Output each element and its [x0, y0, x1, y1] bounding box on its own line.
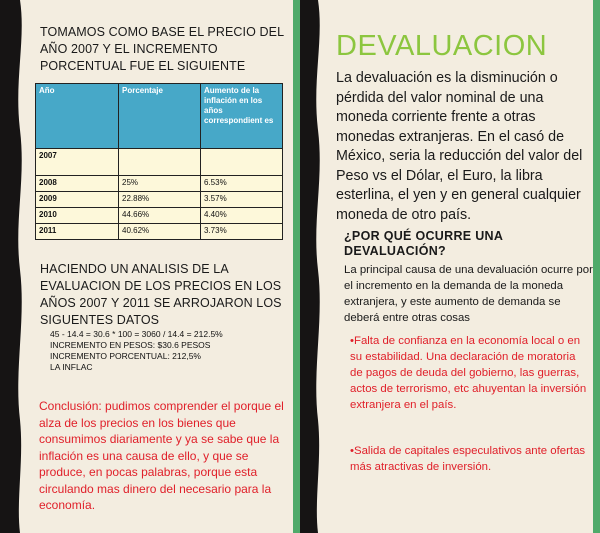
- calculation-block: 45 - 14.4 = 30.6 * 100 = 3060 / 14.4 = 2…: [50, 329, 223, 373]
- cell: 6.53%: [200, 175, 283, 192]
- bullet-item: •Falta de confianza en la economía local…: [350, 335, 587, 411]
- table-row: 2008 25% 6.53%: [35, 175, 283, 192]
- header-year: Año: [35, 83, 119, 149]
- cell: 2007: [35, 148, 119, 176]
- subheading: ¿POR QUÉ OCURRE UNA DEVALUACIÓN?: [344, 229, 503, 258]
- table-header-row: Año Porcentaje Aumento de la inflación e…: [35, 83, 283, 149]
- cell: 3.73%: [200, 223, 283, 240]
- cell: 2009: [35, 191, 119, 208]
- green-edge: [293, 0, 300, 533]
- black-wavy-border: [0, 0, 22, 533]
- cell: 2008: [35, 175, 119, 192]
- table-row: 2009 22.88% 3.57%: [35, 191, 283, 208]
- inflation-table: Año Porcentaje Aumento de la inflación e…: [35, 83, 283, 240]
- cell: 2010: [35, 207, 119, 224]
- cell: [118, 148, 201, 176]
- right-page: DEVALUACION La devaluación es la disminu…: [300, 0, 600, 533]
- calc-line: LA INFLAC: [50, 362, 93, 372]
- cell: 25%: [118, 175, 201, 192]
- left-page: TOMAMOS COMO BASE EL PRECIO DEL AÑO 2007…: [0, 0, 300, 533]
- cause-paragraph: La principal causa de una devaluación oc…: [344, 264, 593, 324]
- heading-analysis: HACIENDO UN ANALISIS DE LA EVALUACION DE…: [40, 262, 282, 327]
- table-row: 2007: [35, 148, 283, 176]
- cell: 2011: [35, 223, 119, 240]
- cell: 22.88%: [118, 191, 201, 208]
- calc-line: 45 - 14.4 = 30.6 * 100 = 3060 / 14.4 = 2…: [50, 329, 223, 339]
- calc-line: INCREMENTO EN PESOS: $30.6 PESOS: [50, 340, 211, 350]
- green-edge: [593, 0, 600, 533]
- cell: [200, 148, 283, 176]
- cell: 40.62%: [118, 223, 201, 240]
- conclusion-text: Conclusión: pudimos comprender el porque…: [39, 399, 284, 512]
- table-row: 2010 44.66% 4.40%: [35, 207, 283, 224]
- calc-line: INCREMENTO PORCENTUAL: 212,5%: [50, 351, 201, 361]
- cell: 3.57%: [200, 191, 283, 208]
- page-title: DEVALUACION: [336, 30, 548, 62]
- cell: 4.40%: [200, 207, 283, 224]
- header-inflation: Aumento de la inflación en los años corr…: [200, 83, 283, 149]
- cell: 44.66%: [118, 207, 201, 224]
- bullet-item: •Salida de capitales especulativos ante …: [350, 445, 586, 473]
- black-wavy-border: [300, 0, 320, 533]
- heading-base-price: TOMAMOS COMO BASE EL PRECIO DEL AÑO 2007…: [40, 25, 284, 73]
- definition-paragraph: La devaluación es la disminución o pérdi…: [336, 70, 583, 223]
- header-percent: Porcentaje: [118, 83, 201, 149]
- table-row: 2011 40.62% 3.73%: [35, 223, 283, 240]
